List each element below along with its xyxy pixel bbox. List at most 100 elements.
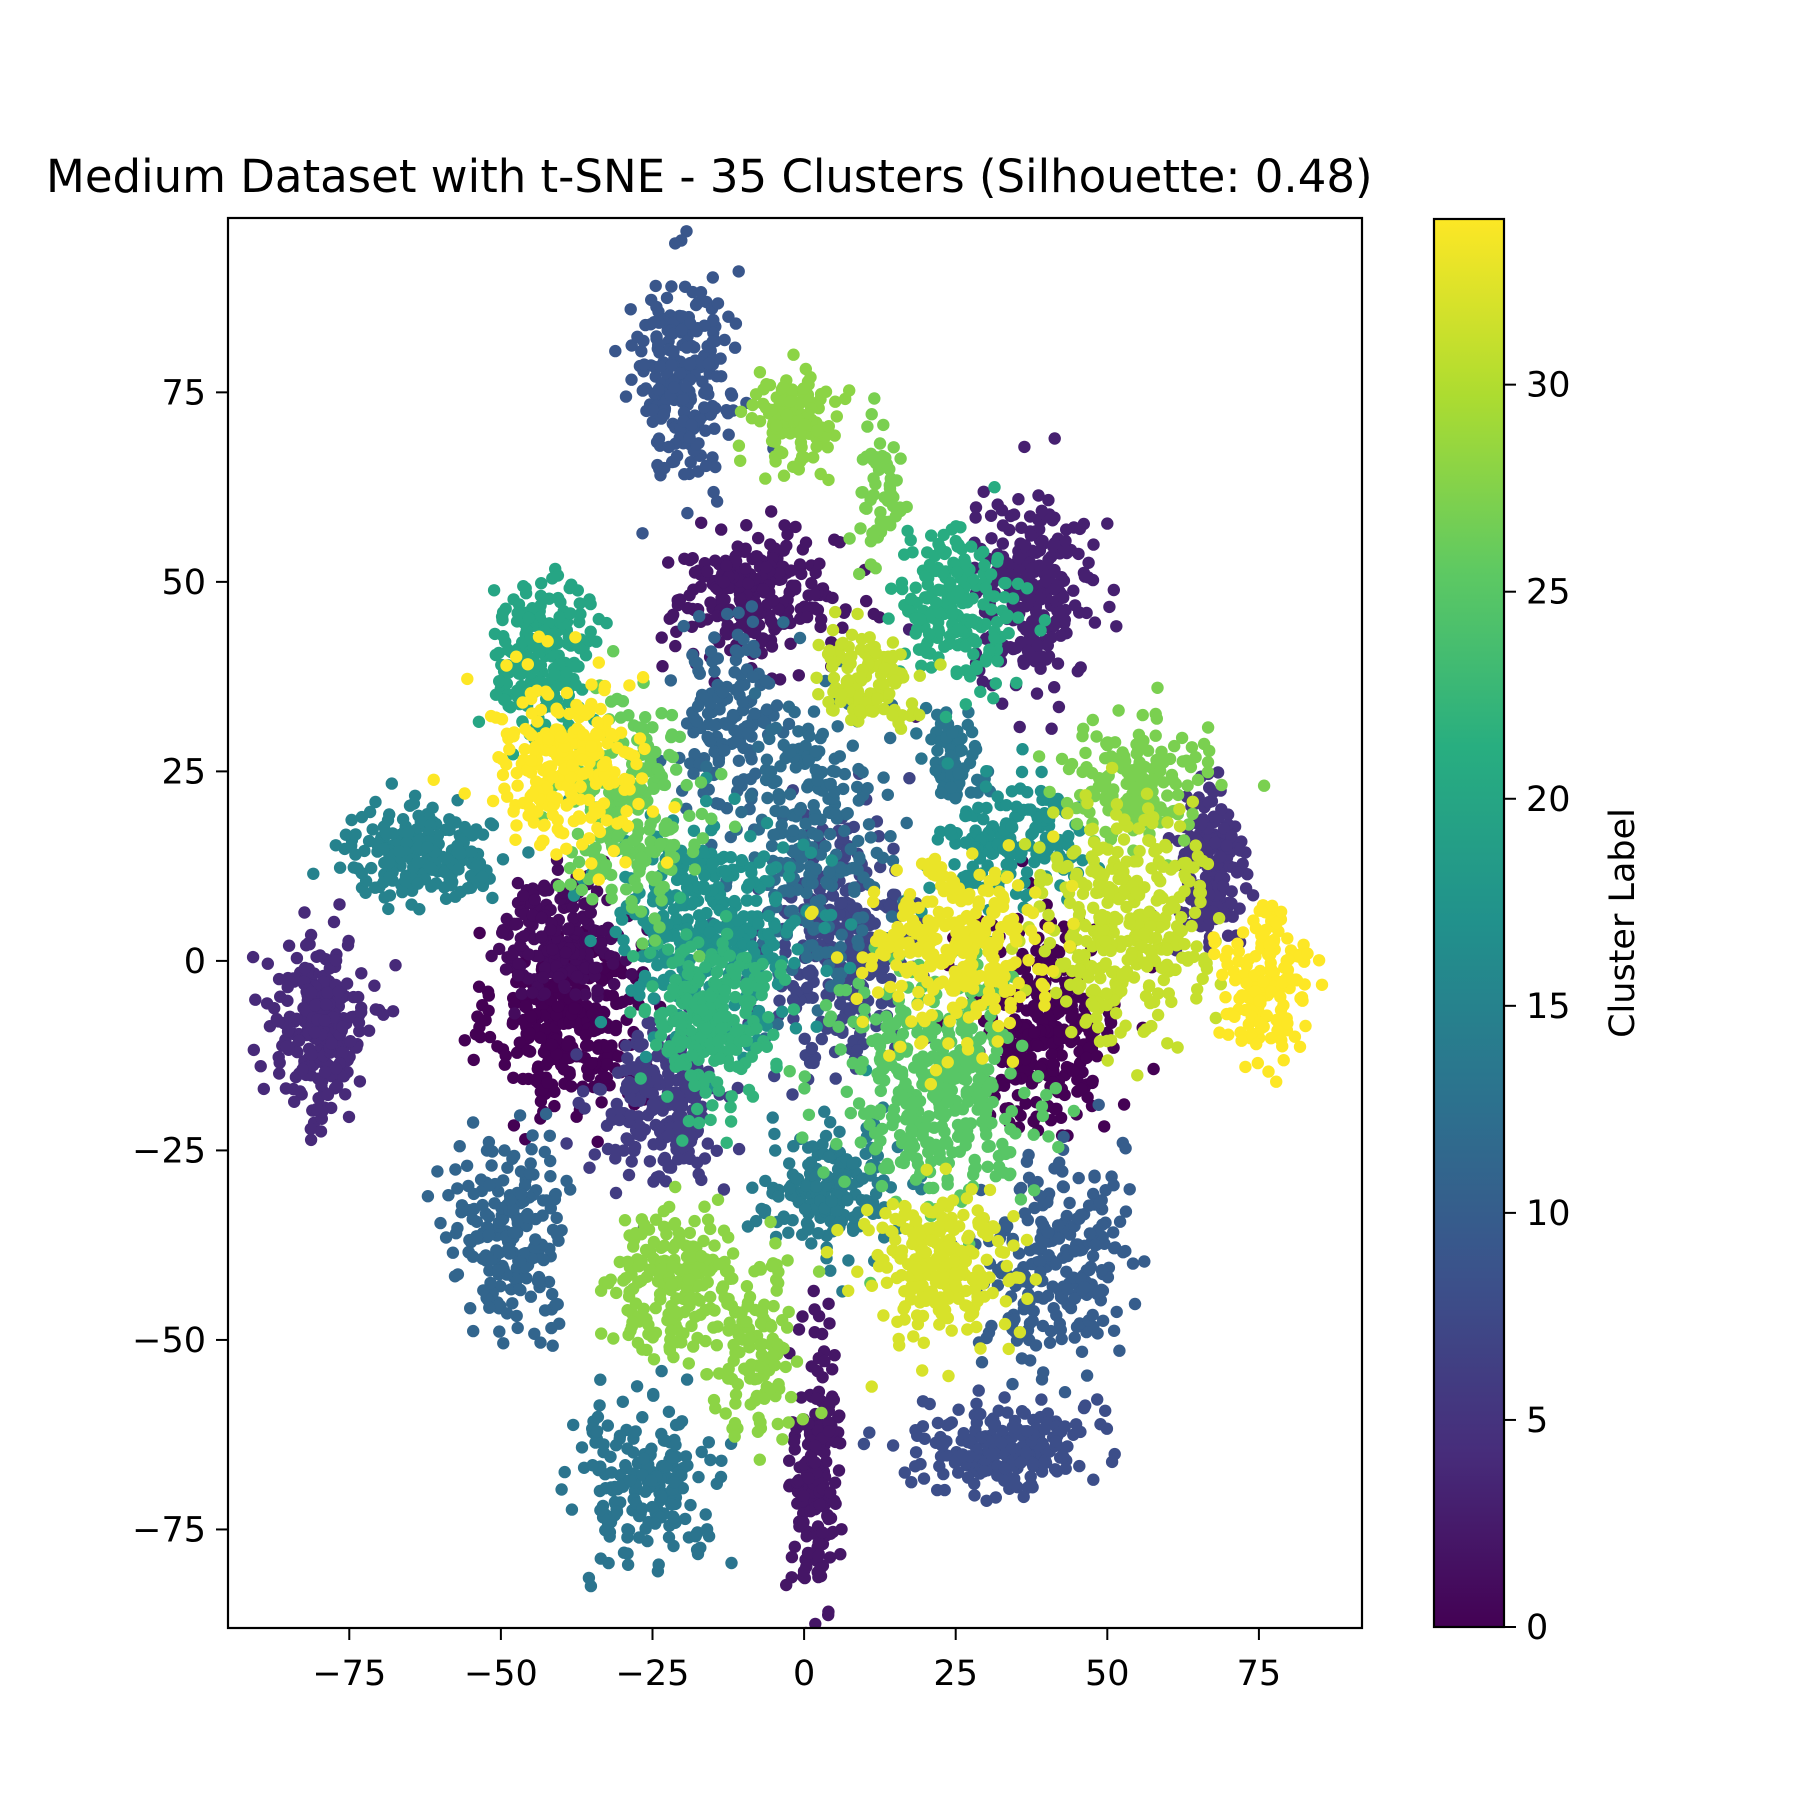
scatter-point — [796, 1310, 809, 1323]
scatter-point — [969, 511, 982, 524]
scatter-point — [349, 828, 362, 841]
scatter-point — [823, 1398, 836, 1412]
scatter-point — [745, 866, 758, 879]
scatter-point — [969, 743, 983, 756]
scatter-point — [731, 540, 744, 553]
scatter-point — [1030, 687, 1044, 700]
scatter-point — [903, 772, 916, 785]
scatter-point — [722, 428, 735, 441]
scatter-point — [818, 1105, 831, 1118]
scatter-point — [1015, 521, 1028, 534]
scatter-point — [1089, 1239, 1102, 1252]
scatter-point — [815, 1032, 828, 1046]
scatter-point — [805, 1237, 818, 1250]
scatter-point — [757, 716, 770, 729]
scatter-point — [783, 1454, 796, 1467]
scatter-point — [623, 1474, 637, 1487]
scatter-point — [764, 538, 777, 551]
scatter-point — [941, 757, 954, 770]
scatter-point — [1041, 639, 1055, 652]
scatter-point — [1053, 606, 1066, 619]
scatter-point — [582, 1039, 595, 1052]
scatter-point — [1034, 592, 1047, 605]
scatter-point — [677, 619, 690, 633]
scatter-point — [298, 906, 311, 919]
scatter-point — [732, 1142, 746, 1156]
scatter-point — [492, 1264, 505, 1277]
scatter-point — [625, 968, 638, 981]
scatter-point — [628, 1140, 642, 1154]
scatter-point — [868, 917, 881, 930]
scatter-point — [557, 1063, 571, 1076]
scatter-point — [333, 898, 346, 911]
scatter-point — [657, 408, 671, 422]
scatter-point — [710, 1477, 723, 1491]
scatter-point — [747, 639, 760, 653]
scatter-point — [888, 888, 902, 901]
scatter-point — [1232, 842, 1246, 855]
scatter-point — [831, 720, 844, 733]
scatter-point — [606, 989, 619, 1002]
scatter-point — [867, 607, 880, 621]
scatter-point — [609, 1019, 623, 1033]
scatter-point — [1014, 1181, 1028, 1195]
scatter-point — [716, 686, 729, 699]
scatter-point — [768, 1127, 781, 1141]
scatter-point — [824, 777, 837, 790]
scatter-point — [735, 805, 748, 819]
scatter-point — [838, 824, 851, 838]
scatter-point — [770, 699, 784, 712]
scatter-point — [345, 813, 358, 827]
scatter-point — [884, 830, 897, 843]
scatter-point — [1033, 559, 1046, 572]
scatter-point — [639, 1485, 652, 1498]
scatter-point — [970, 1397, 983, 1411]
scatter-point — [755, 1202, 768, 1216]
scatter-point — [818, 921, 831, 935]
scatter-point — [744, 789, 757, 802]
scatter-point — [1035, 765, 1048, 779]
scatter-point — [693, 610, 706, 623]
scatter-point — [692, 1470, 705, 1484]
scatter-point — [843, 961, 857, 975]
scatter-point — [1087, 1187, 1100, 1201]
scatter-point — [312, 1092, 325, 1105]
scatter-point — [717, 1183, 731, 1196]
scatter-point — [1063, 1196, 1076, 1210]
scatter-point — [819, 946, 833, 959]
chart-title: Medium Dataset with t-SNE - 35 Clusters … — [46, 150, 1373, 203]
scatter-point — [386, 1005, 400, 1018]
scatter-point — [741, 1220, 755, 1233]
scatter-point — [753, 856, 766, 869]
scatter-point — [662, 1129, 675, 1143]
scatter-point — [824, 827, 837, 841]
scatter-point — [599, 1482, 612, 1495]
scatter-point — [288, 1095, 301, 1109]
scatter-point — [339, 1088, 352, 1101]
scatter-point — [808, 1303, 821, 1316]
scatter-point — [529, 1073, 542, 1087]
scatter-point — [523, 1167, 536, 1180]
scatter-point — [654, 360, 667, 373]
scatter-point — [1034, 662, 1047, 675]
scatter-point — [594, 1552, 607, 1565]
scatter-point — [740, 519, 753, 532]
scatter-point — [680, 341, 693, 354]
scatter-point — [555, 1483, 568, 1496]
scatter-point — [1048, 563, 1061, 577]
scatter-point — [507, 1071, 520, 1085]
scatter-point — [732, 646, 746, 659]
scatter-point — [454, 847, 467, 860]
scatter-point — [1055, 1332, 1068, 1346]
scatter-point — [559, 946, 573, 959]
scatter-point — [733, 593, 747, 606]
scatter-point — [545, 1038, 559, 1052]
scatter-point — [1107, 1324, 1121, 1338]
scatter-point — [744, 748, 757, 762]
scatter-point — [1042, 493, 1055, 507]
scatter-point — [1015, 1352, 1029, 1365]
scatter-point — [579, 988, 592, 1001]
scatter-point — [652, 1558, 665, 1571]
scatter-point — [828, 1349, 841, 1362]
scatter-point — [672, 1153, 685, 1166]
